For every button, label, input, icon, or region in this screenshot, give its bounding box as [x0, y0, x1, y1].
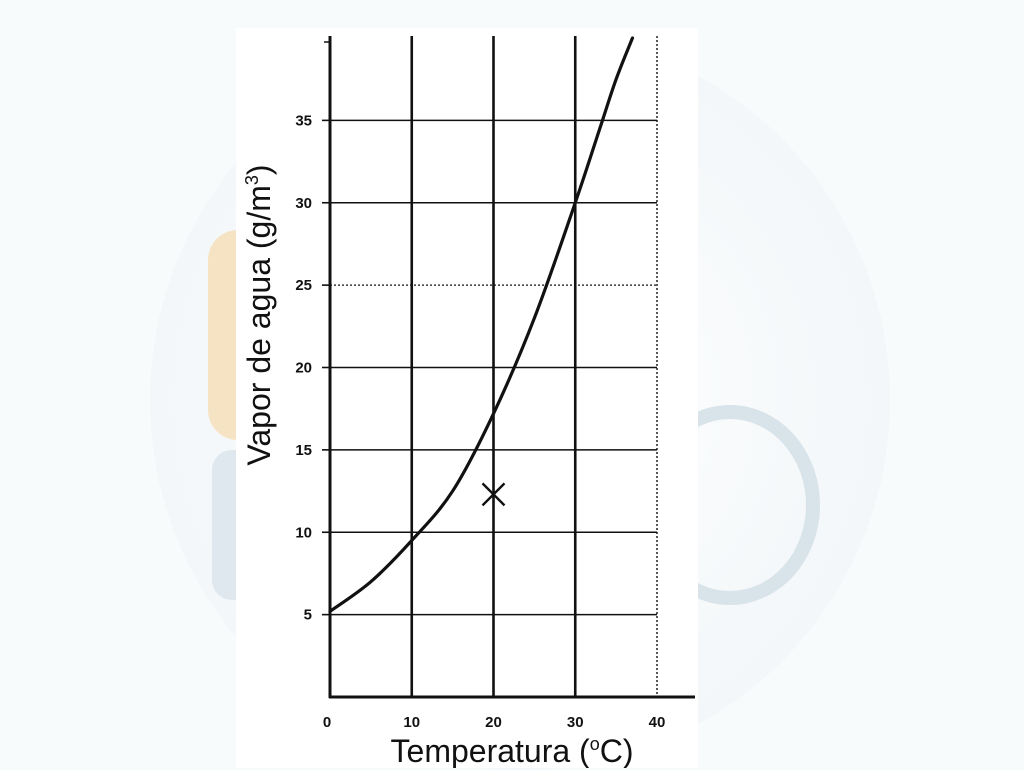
- series-line-0: [328, 36, 635, 613]
- x-axis-title-prefix: Temperatura (: [391, 733, 591, 768]
- axis-titles: Temperatura (oC) Vapor de agua (g/m3): [241, 164, 633, 768]
- y-tick-label-25: 25: [295, 277, 312, 294]
- chart-paper: [236, 28, 698, 768]
- y-tick-label-20: 20: [295, 360, 312, 377]
- x-axis-title-superscript: o: [590, 734, 600, 754]
- y-axis-title-suffix: ): [241, 164, 277, 175]
- y-axis-title: Vapor de agua (g/m3): [241, 164, 277, 465]
- y-tick-label-15: 15: [295, 442, 312, 459]
- y-axis-title-prefix: Vapor de agua (g/m: [241, 185, 277, 465]
- x-tick-label-40: 40: [649, 714, 666, 731]
- x-axis-title: Temperatura (oC): [391, 733, 634, 768]
- y-axis-title-superscript: 3: [242, 175, 262, 185]
- y-tick-label-35: 35: [295, 112, 312, 129]
- axes: [328, 36, 695, 699]
- y-tick-label-10: 10: [295, 524, 312, 541]
- x-tick-label-0: 0: [323, 714, 331, 731]
- x-marker-0: [481, 482, 506, 507]
- x-marker-stroke-b: [481, 482, 506, 507]
- x-tick-label-30: 30: [567, 714, 584, 731]
- y-tick-label-30: 30: [295, 195, 312, 212]
- x-tick-label-20: 20: [485, 714, 502, 731]
- x-axis-title-suffix: C): [600, 733, 634, 768]
- x-tick-label-10: 10: [403, 714, 420, 731]
- annotations: [481, 482, 506, 507]
- series: [328, 36, 635, 613]
- grid: [322, 36, 658, 697]
- y-tick-label-5: 5: [304, 607, 312, 624]
- tick-labels: 5 10 15 20 25 30 35 0 10 20 30 40: [295, 112, 665, 731]
